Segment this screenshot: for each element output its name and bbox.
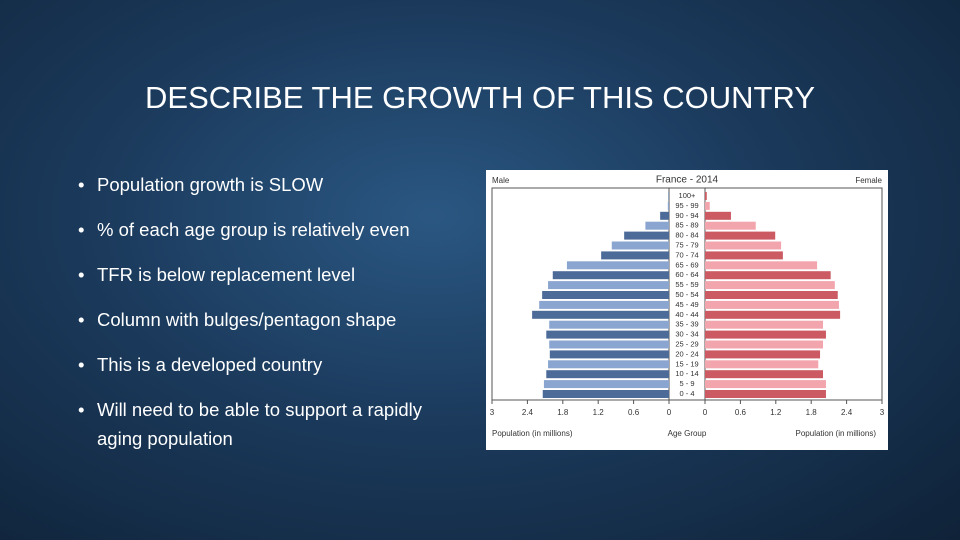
bar xyxy=(539,300,669,309)
age-label: 15 - 19 xyxy=(675,359,698,368)
age-label: 80 - 84 xyxy=(675,231,698,240)
age-label: 25 - 29 xyxy=(675,339,698,348)
plot-frame xyxy=(491,187,883,401)
bar xyxy=(705,211,731,220)
age-label: 55 - 59 xyxy=(675,280,698,289)
bar xyxy=(546,370,669,379)
bar xyxy=(548,360,669,369)
bar xyxy=(705,340,823,349)
bar xyxy=(705,380,826,389)
bar xyxy=(542,390,669,398)
age-label: 85 - 89 xyxy=(675,221,698,230)
x-tick-label: 2.4 xyxy=(841,408,853,417)
bar xyxy=(705,281,835,290)
x-tick-label: 3 xyxy=(490,408,495,417)
bar xyxy=(705,231,776,240)
age-label: 5 - 9 xyxy=(679,379,694,388)
slide-title: DESCRIBE THE GROWTH OF THIS COUNTRY xyxy=(145,80,815,115)
bar xyxy=(705,370,823,379)
bar xyxy=(611,241,669,250)
x-tick-label: 1.8 xyxy=(806,408,818,417)
bar xyxy=(705,261,818,270)
age-label: 40 - 44 xyxy=(675,310,698,319)
x-axis-label-left: Population (in millions) xyxy=(492,429,573,438)
x-tick-label: 1.2 xyxy=(770,408,782,417)
age-label: 70 - 74 xyxy=(675,250,698,259)
bar xyxy=(566,261,669,270)
x-tick-label: 0.6 xyxy=(735,408,747,417)
bar xyxy=(705,390,826,398)
bar xyxy=(543,380,669,389)
x-tick-label: 0 xyxy=(667,408,672,417)
age-label: 65 - 69 xyxy=(675,260,698,269)
chart-title: France - 2014 xyxy=(656,175,719,186)
bullet: Population growth is SLOW xyxy=(78,170,458,199)
legend-male: Male xyxy=(492,176,510,185)
age-label: 45 - 49 xyxy=(675,300,698,309)
bar xyxy=(705,350,821,359)
bar xyxy=(546,330,669,339)
bar xyxy=(705,241,782,250)
age-label: 60 - 64 xyxy=(675,270,698,279)
bar xyxy=(705,251,783,260)
x-axis-label-right: Population (in millions) xyxy=(796,429,877,438)
age-label: 100+ xyxy=(679,191,697,200)
bar xyxy=(705,221,756,230)
bar xyxy=(548,281,669,290)
bar xyxy=(549,320,669,329)
age-label: 35 - 39 xyxy=(675,320,698,329)
bar xyxy=(705,300,839,309)
x-tick-label: 3 xyxy=(880,408,885,417)
bullet: TFR is below replacement level xyxy=(78,260,458,289)
bar xyxy=(549,340,669,349)
bullet: % of each age group is relatively even xyxy=(78,215,458,244)
bar xyxy=(552,271,669,280)
bullet: Will need to be able to support a rapidl… xyxy=(78,395,458,453)
legend-female: Female xyxy=(855,176,882,185)
bullet: This is a developed country xyxy=(78,350,458,379)
bar xyxy=(705,271,831,280)
age-label: 30 - 34 xyxy=(675,330,698,339)
x-tick-label: 2.4 xyxy=(522,408,534,417)
x-tick-label: 1.2 xyxy=(593,408,605,417)
x-tick-label: 0 xyxy=(703,408,708,417)
bar xyxy=(624,231,669,240)
age-label: 95 - 99 xyxy=(675,201,698,210)
bar xyxy=(668,192,669,200)
bar xyxy=(705,330,826,339)
bar xyxy=(549,350,669,359)
bar xyxy=(601,251,669,260)
chart: France - 2014 Male Female Population (in… xyxy=(486,170,888,450)
bullet-list: Population growth is SLOW % of each age g… xyxy=(78,170,458,469)
x-tick-label: 1.8 xyxy=(557,408,569,417)
bar xyxy=(645,221,669,230)
bar xyxy=(660,211,669,220)
bar xyxy=(705,360,819,369)
bar xyxy=(705,201,710,210)
age-label: 0 - 4 xyxy=(679,389,694,398)
age-label: 75 - 79 xyxy=(675,240,698,249)
age-label: 90 - 94 xyxy=(675,211,698,220)
age-label: 50 - 54 xyxy=(675,290,698,299)
bar xyxy=(667,201,669,210)
age-label: 20 - 24 xyxy=(675,349,698,358)
category-axis-label: Age Group xyxy=(668,429,707,438)
bar xyxy=(705,320,823,329)
bar xyxy=(705,291,838,299)
age-label: 10 - 14 xyxy=(675,369,698,378)
bar xyxy=(532,310,669,319)
bar xyxy=(705,192,707,200)
bullet: Column with bulges/pentagon shape xyxy=(78,305,458,334)
x-tick-label: 0.6 xyxy=(628,408,640,417)
bar xyxy=(705,310,841,319)
bar xyxy=(542,291,669,299)
